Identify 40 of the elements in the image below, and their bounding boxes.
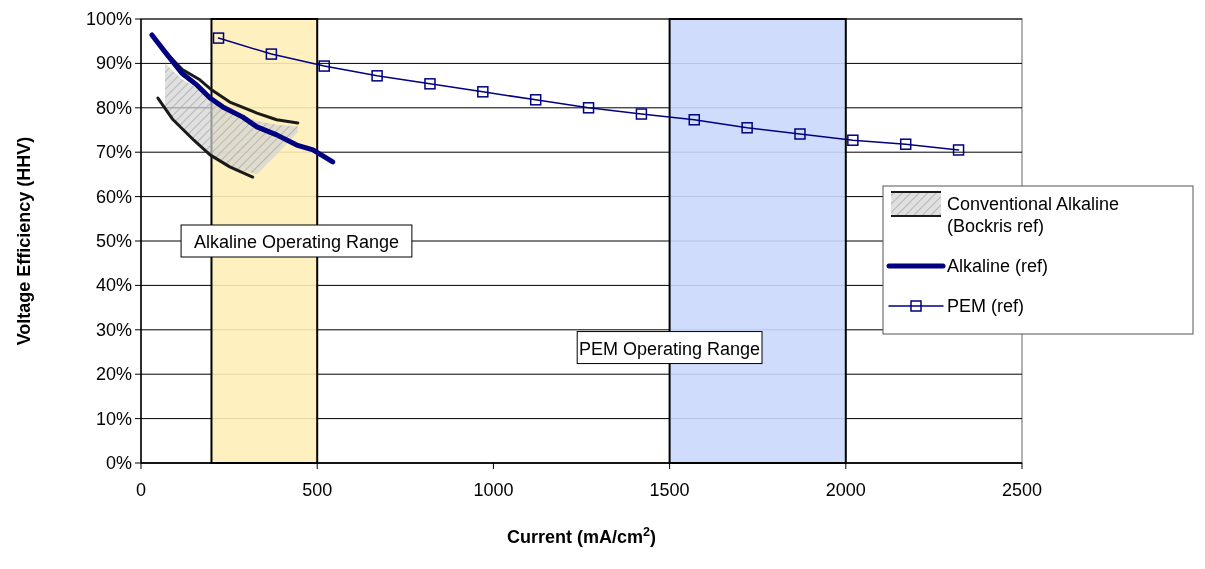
point: [635, 108, 648, 120]
y-tick-label: 70%: [95, 142, 132, 163]
y-tick-label: 50%: [95, 231, 132, 251]
legend-label: PEM (ref): [947, 296, 1025, 316]
point: [582, 102, 595, 114]
point: [952, 144, 965, 156]
y-tick-label: 20%: [95, 364, 132, 385]
point: [477, 86, 489, 98]
point: [424, 78, 436, 90]
point: [794, 128, 806, 140]
y-tick-label: 0%: [105, 453, 132, 473]
x-tick-label: 1000: [473, 480, 514, 500]
point: [688, 114, 701, 126]
point: [847, 134, 859, 146]
y-tick-label: 40%: [95, 275, 132, 296]
point: [318, 60, 330, 72]
x-tick-label: 1500: [649, 480, 690, 500]
legend-label: Conventional Alkaline (Bockris ref): [947, 194, 1120, 236]
band-label: PEM Operating Range: [579, 338, 761, 359]
y-tick-label: 30%: [95, 319, 132, 340]
band-label: Alkaline Operating Range: [193, 232, 400, 252]
x-axis-title: Current (mA/cm$^{2}$): [506, 525, 657, 547]
y-tick-label: 100%: [85, 9, 132, 29]
point: [265, 48, 278, 60]
line-series: [156, 96, 255, 179]
x-tick-label: 500: [302, 480, 333, 500]
legend-label: Alkaline (ref): [947, 256, 1049, 276]
x-tick-label: 2500: [1001, 480, 1043, 500]
point: [212, 32, 225, 44]
point: [899, 138, 912, 150]
point: [741, 122, 753, 134]
y-tick-label: 60%: [95, 186, 132, 207]
y-tick-label: 10%: [95, 408, 132, 429]
point: [529, 94, 542, 106]
y-tick-label: 80%: [95, 97, 132, 118]
y-tick-label: 90%: [95, 53, 132, 74]
x-tick-label: 0: [135, 480, 147, 500]
y-axis-title: Voltage Efficiency (HHV): [14, 136, 34, 346]
point: [371, 70, 383, 82]
x-tick-label: 2000: [825, 480, 866, 500]
